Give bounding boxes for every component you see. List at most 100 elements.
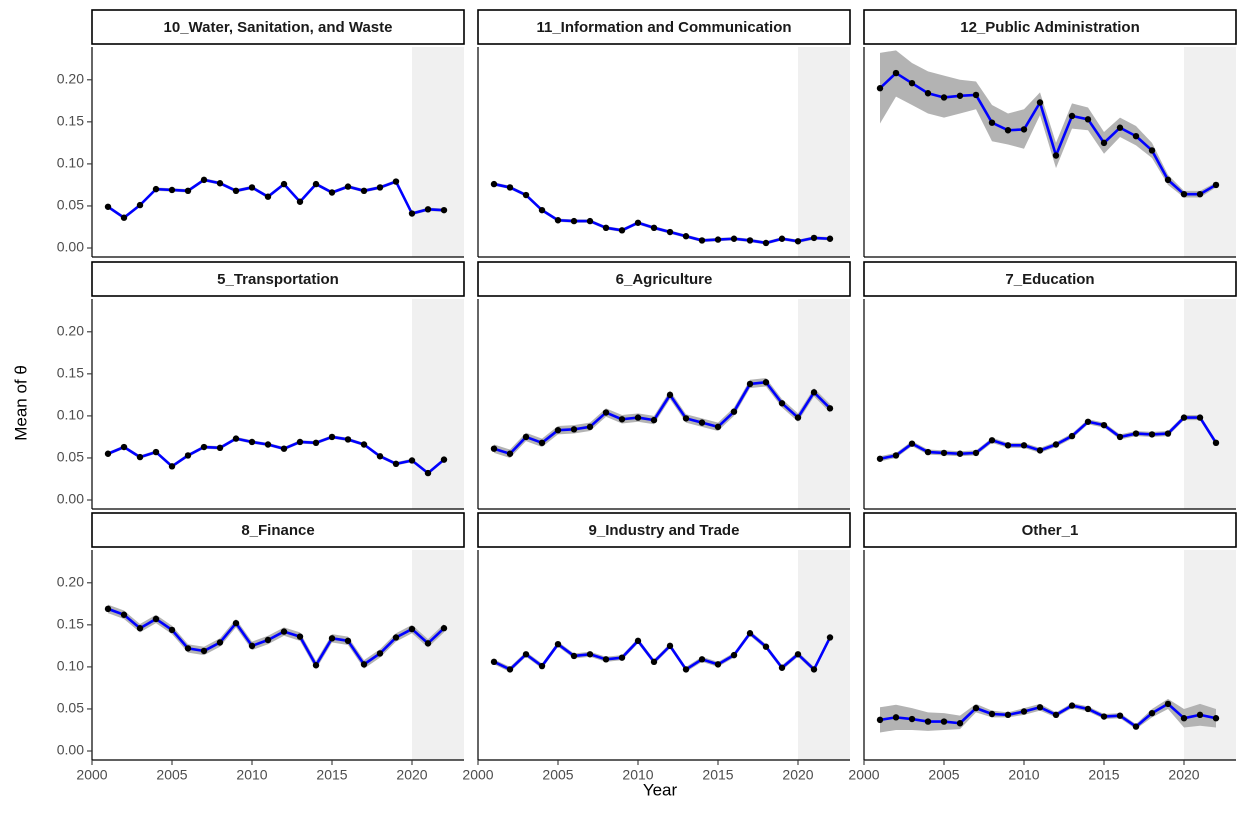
point — [360, 187, 368, 195]
point — [988, 710, 996, 718]
point — [1148, 431, 1156, 438]
y-tick-label: 0.05 — [57, 700, 84, 716]
x-tick-label: 2010 — [622, 767, 653, 783]
point — [746, 630, 754, 637]
point — [184, 187, 192, 195]
point — [424, 469, 432, 477]
confidence-band — [108, 178, 444, 220]
shaded-region — [1184, 299, 1236, 509]
point — [120, 214, 128, 221]
point — [408, 457, 416, 464]
y-tick-label: 0.10 — [57, 155, 84, 171]
point — [1180, 715, 1188, 722]
point — [424, 640, 432, 647]
point — [924, 448, 932, 456]
shaded-region — [798, 47, 850, 257]
point — [924, 718, 932, 725]
point — [184, 452, 192, 459]
x-tick-label: 2020 — [1168, 767, 1199, 783]
y-tick-label: 0.00 — [57, 239, 84, 255]
point — [360, 661, 368, 668]
confidence-band — [880, 415, 1216, 462]
point — [746, 237, 754, 244]
point — [682, 233, 690, 240]
point — [826, 235, 834, 242]
shaded-region — [1184, 550, 1236, 760]
point — [1004, 442, 1012, 449]
point — [1180, 190, 1188, 198]
point — [682, 415, 690, 422]
point — [1196, 414, 1204, 421]
point — [296, 633, 304, 640]
point — [956, 720, 964, 727]
line — [107, 178, 445, 220]
point — [956, 92, 964, 99]
point — [554, 640, 562, 648]
point — [972, 91, 980, 99]
strip-title: Other_1 — [1022, 522, 1079, 539]
point — [1052, 711, 1060, 719]
point — [746, 380, 754, 388]
point — [184, 645, 192, 652]
point — [1132, 723, 1140, 730]
point — [232, 187, 240, 195]
point — [940, 94, 948, 101]
point — [1084, 418, 1092, 425]
point — [1164, 176, 1172, 184]
point — [1068, 702, 1076, 709]
point — [152, 448, 160, 456]
shaded-region — [412, 550, 464, 760]
point — [328, 635, 336, 642]
point — [120, 443, 128, 451]
x-tick-label: 2000 — [848, 767, 879, 783]
point — [1084, 116, 1092, 123]
point — [1052, 152, 1060, 159]
point — [1180, 414, 1188, 421]
point — [296, 198, 304, 205]
strip-title: 11_Information and Communication — [536, 19, 791, 36]
shaded-region — [798, 550, 850, 760]
point — [908, 79, 916, 87]
point — [1052, 441, 1060, 448]
point — [506, 450, 514, 457]
point — [714, 661, 722, 668]
point — [666, 642, 674, 650]
point — [1020, 708, 1028, 715]
point — [152, 615, 160, 623]
line — [493, 631, 832, 671]
point — [392, 460, 400, 468]
point — [506, 666, 514, 673]
line — [879, 416, 1218, 461]
point — [876, 716, 884, 724]
point — [570, 426, 578, 433]
line — [107, 607, 445, 667]
point — [908, 715, 916, 723]
strip — [477, 9, 851, 45]
point — [876, 85, 884, 92]
point — [924, 90, 932, 97]
point — [522, 433, 530, 441]
point — [730, 235, 738, 242]
point — [168, 463, 176, 470]
confidence-band — [880, 50, 1216, 198]
point — [1100, 139, 1108, 147]
shaded-region — [1184, 47, 1236, 257]
point — [618, 654, 626, 661]
x-tick-label: 2010 — [1008, 767, 1039, 783]
strip — [863, 512, 1237, 548]
confidence-band — [494, 182, 830, 245]
point — [538, 662, 546, 670]
x-tick-label: 2015 — [316, 767, 347, 783]
x-axis-title: Year — [643, 780, 678, 799]
point — [602, 656, 610, 663]
point — [360, 441, 368, 448]
confidence-band — [494, 630, 830, 672]
x-tick-label: 2015 — [702, 767, 733, 783]
point — [440, 206, 448, 214]
point — [794, 238, 802, 245]
point — [136, 625, 144, 632]
point — [1212, 181, 1220, 189]
strip — [91, 512, 465, 548]
point — [408, 210, 416, 217]
strip-title: 8_Finance — [241, 522, 314, 539]
